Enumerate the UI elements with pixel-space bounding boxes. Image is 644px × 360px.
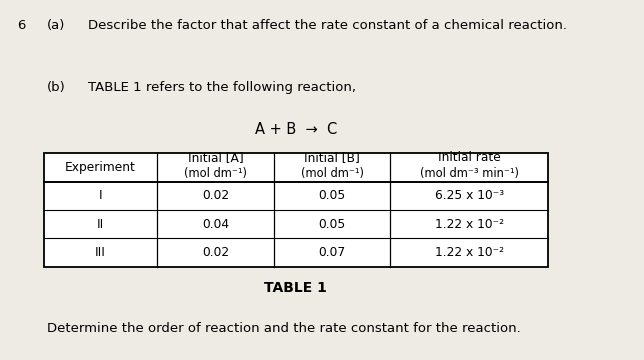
Text: TABLE 1 refers to the following reaction,: TABLE 1 refers to the following reaction…: [88, 81, 355, 94]
Text: 6: 6: [17, 19, 26, 32]
Text: Initial rate: Initial rate: [438, 151, 500, 164]
Text: Initial [B]: Initial [B]: [304, 151, 360, 164]
Text: (b): (b): [47, 81, 66, 94]
Text: (mol dm⁻¹): (mol dm⁻¹): [184, 167, 247, 180]
Text: I: I: [99, 189, 102, 202]
Text: 6.25 x 10⁻³: 6.25 x 10⁻³: [435, 189, 504, 202]
Text: 0.02: 0.02: [202, 246, 229, 259]
Text: (mol dm⁻³ min⁻¹): (mol dm⁻³ min⁻¹): [420, 167, 518, 180]
Text: 1.22 x 10⁻²: 1.22 x 10⁻²: [435, 218, 504, 231]
Text: Describe the factor that affect the rate constant of a chemical reaction.: Describe the factor that affect the rate…: [88, 19, 567, 32]
Text: 0.07: 0.07: [319, 246, 346, 259]
Text: Determine the order of reaction and the rate constant for the reaction.: Determine the order of reaction and the …: [47, 322, 520, 335]
Text: 0.02: 0.02: [202, 189, 229, 202]
Text: 1.22 x 10⁻²: 1.22 x 10⁻²: [435, 246, 504, 259]
Text: (a): (a): [47, 19, 65, 32]
Bar: [44, 153, 548, 267]
Text: 0.05: 0.05: [319, 218, 346, 231]
Text: 0.04: 0.04: [202, 218, 229, 231]
Bar: [44, 153, 548, 267]
Text: Experiment: Experiment: [65, 161, 136, 174]
Text: TABLE 1: TABLE 1: [265, 281, 327, 295]
Text: 0.05: 0.05: [319, 189, 346, 202]
Text: II: II: [97, 218, 104, 231]
Text: III: III: [95, 246, 106, 259]
Text: A + B  →  C: A + B → C: [255, 122, 337, 136]
Text: Initial [A]: Initial [A]: [187, 151, 243, 164]
Text: (mol dm⁻¹): (mol dm⁻¹): [301, 167, 364, 180]
